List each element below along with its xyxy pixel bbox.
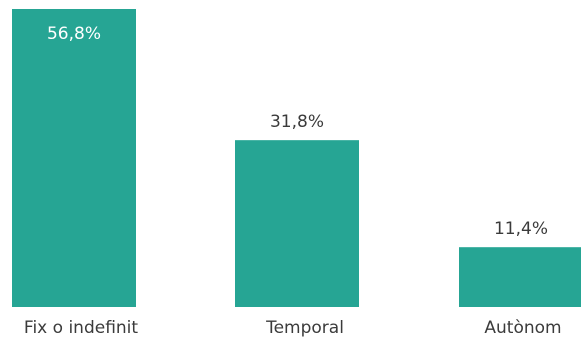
bar-temporal — [235, 140, 359, 307]
category-label: Temporal — [265, 318, 344, 338]
bar-fix-o-indefinit — [12, 9, 136, 307]
value-labels-group: 56,8% 31,8% 11,4% — [47, 24, 548, 239]
category-label: Autònom — [484, 318, 561, 338]
value-label: 11,4% — [494, 219, 548, 239]
bars-group — [12, 9, 581, 307]
value-label: 31,8% — [270, 112, 324, 132]
category-label: Fix o indefinit — [24, 318, 138, 338]
category-labels-group: Fix o indefinit Temporal Autònom — [24, 318, 562, 338]
bar-aut-nom — [459, 247, 581, 307]
value-label: 56,8% — [47, 24, 101, 44]
